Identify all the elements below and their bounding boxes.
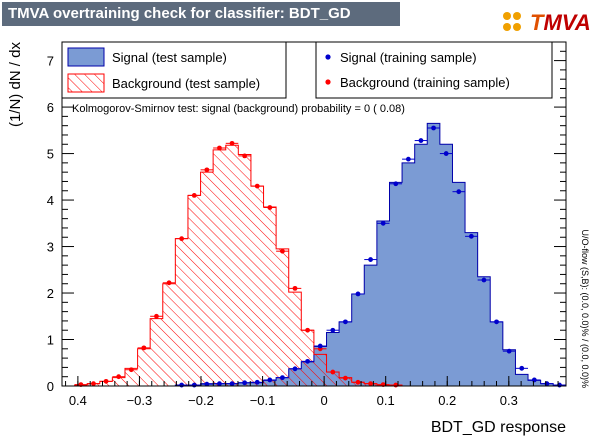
y-tick-label: 3	[47, 240, 54, 255]
background-training-point	[141, 345, 147, 351]
signal-training-point	[204, 381, 210, 387]
plot-frame	[61, 41, 567, 387]
overflow-text: U/O-flow (S,B): (0.0, 0.0)% / (0.0, 0.0)…	[580, 229, 590, 388]
signal-training-point	[179, 382, 185, 388]
background-training-point	[103, 378, 109, 384]
tmva-logo-icon	[503, 12, 521, 31]
background-training-point	[217, 145, 222, 151]
signal-training-point	[468, 233, 474, 239]
signal-training-point	[305, 358, 310, 364]
y-tick-label: 5	[47, 147, 54, 162]
background-training-point	[393, 382, 399, 388]
background-training-point	[116, 374, 122, 380]
signal-training-point	[380, 220, 386, 226]
legend-swatch-signal-test	[67, 47, 105, 67]
signal-training-point	[506, 348, 512, 354]
signal-training-point	[368, 257, 373, 262]
signal-training-point	[280, 375, 285, 381]
signal-training-point	[355, 291, 361, 297]
ks-test-text: Kolmogorov-Smirnov test: signal (backgro…	[72, 103, 405, 115]
background-training-point	[267, 205, 273, 210]
background-training-point	[355, 379, 361, 385]
y-tick-label: 4	[47, 193, 54, 208]
legend-marker-background-training	[325, 79, 331, 85]
signal-training-point	[481, 277, 487, 283]
signal-training-point	[317, 343, 323, 349]
signal-training-point	[443, 151, 449, 156]
legend-marker-signal-training	[325, 54, 331, 60]
x-tick-label: 0.2	[438, 393, 456, 408]
x-tick-label: −0.2	[188, 393, 214, 408]
background-training-point	[280, 248, 285, 254]
background-training-point	[342, 375, 348, 381]
legend-label-background-training: Background (training sample)	[340, 75, 510, 90]
signal-training-point	[229, 381, 235, 387]
background-training-point	[254, 183, 260, 189]
x-tick-label: 0	[321, 393, 328, 408]
legend-label-background-test: Background (test sample)	[112, 76, 260, 91]
signal-training-point	[456, 189, 462, 195]
plot-title: TMVA overtraining check for classifier: …	[2, 2, 400, 26]
background-training-point	[128, 367, 134, 373]
y-tick-label: 7	[47, 54, 54, 69]
x-tick-label: −0.1	[250, 393, 276, 408]
x-axis-label: BDT_GD response	[431, 419, 566, 436]
legend-label-signal-training: Signal (training sample)	[340, 50, 477, 65]
signal-training-point	[405, 156, 411, 162]
signal-training-point	[342, 319, 348, 325]
signal-training-point	[191, 382, 197, 388]
background-training-point	[179, 236, 185, 242]
y-tick-label: 2	[47, 286, 54, 301]
signal-training-point	[267, 377, 273, 383]
signal-training-point	[330, 327, 336, 333]
y-axis-label: (1/N) dN / dx	[7, 42, 24, 128]
signal-training-point	[242, 380, 248, 386]
background-training-point	[154, 313, 159, 319]
signal-training-point	[494, 319, 499, 325]
x-tick-label: −0.3	[127, 393, 153, 408]
y-tick-label: 6	[47, 100, 54, 115]
y-tick-label: 1	[47, 333, 54, 348]
background-training-point	[191, 193, 197, 198]
signal-training-point	[292, 366, 298, 372]
background-training-point	[204, 167, 210, 173]
background-training-point	[229, 140, 235, 146]
signal-training-point	[418, 138, 424, 143]
y-tick-label: 0	[47, 379, 54, 394]
signal-training-point	[217, 381, 222, 387]
signal-training-point	[519, 365, 525, 371]
legend-box-right	[315, 41, 553, 99]
background-training-point	[292, 285, 298, 291]
background-training-point	[368, 381, 373, 387]
legend-swatch-background-test	[67, 73, 105, 93]
background-training-point	[330, 369, 336, 375]
legend-label-signal-test: Signal (test sample)	[112, 50, 227, 65]
background-training-point	[242, 153, 248, 159]
legend: Signal (test sample) Background (test sa…	[61, 41, 553, 99]
x-tick-label: 0.1	[377, 393, 395, 408]
signal-training-point	[544, 381, 550, 387]
x-tick-label: 0.3	[500, 393, 518, 408]
signal-training-point	[531, 377, 537, 383]
x-tick-label: 0.4	[69, 393, 87, 408]
background-training-point	[91, 381, 96, 387]
tmva-logo-text: TMVA	[530, 10, 591, 35]
signal-training-point	[431, 125, 436, 131]
signal-training-point	[393, 181, 399, 187]
background-training-point	[305, 327, 310, 333]
signal-training-point	[254, 379, 260, 385]
background-training-point	[166, 280, 172, 286]
